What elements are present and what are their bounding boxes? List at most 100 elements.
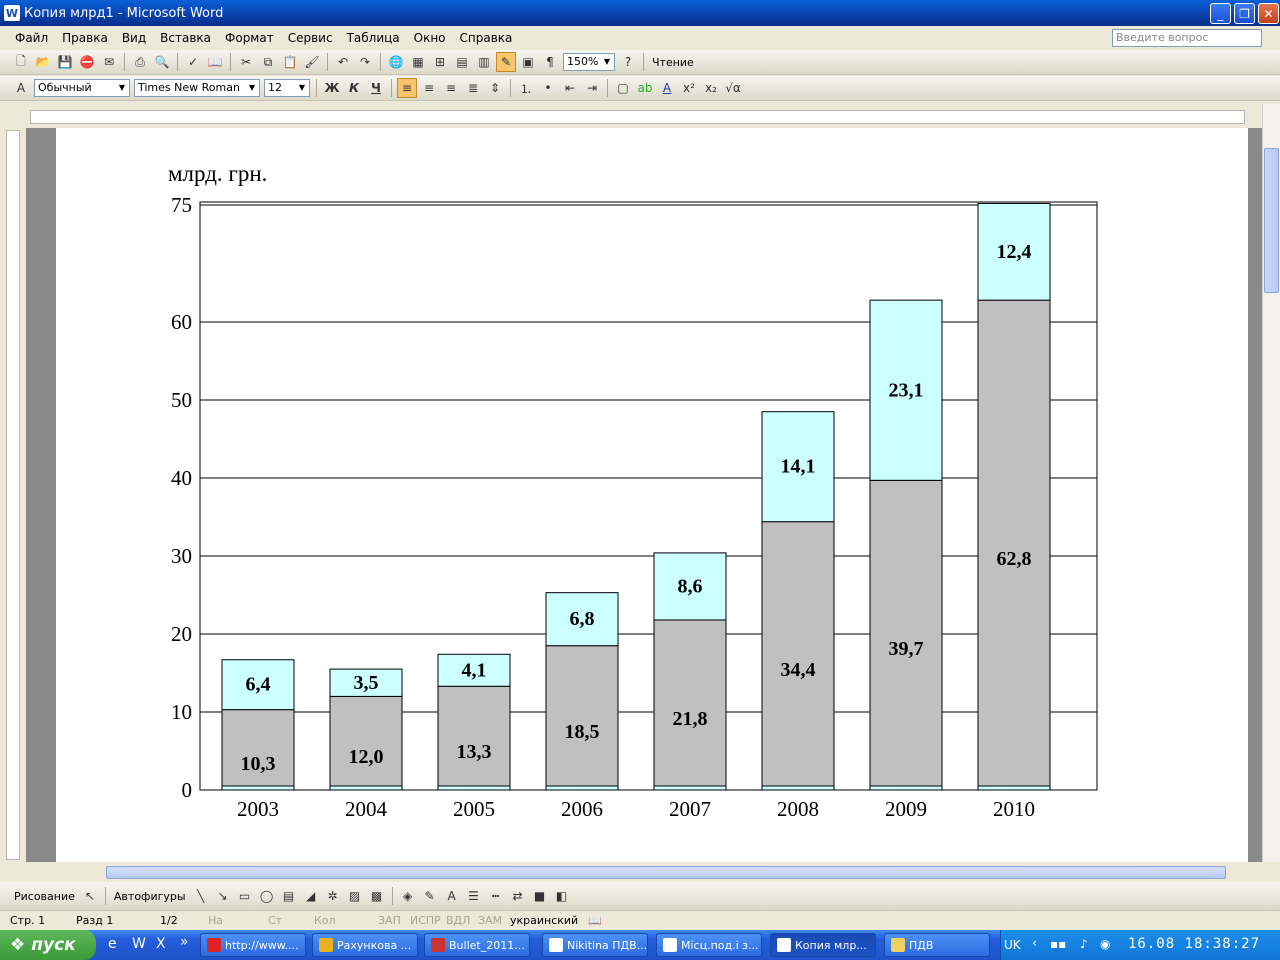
menu-insert[interactable]: Вставка xyxy=(160,30,212,45)
vertical-scrollbar[interactable] xyxy=(1262,104,1280,862)
cut-icon[interactable]: ✂ xyxy=(240,55,252,69)
superscript-icon[interactable]: x² xyxy=(683,81,695,95)
status-rec[interactable]: ЗАП xyxy=(378,914,401,927)
clipart-icon[interactable]: ▨ xyxy=(348,889,361,903)
status-ext[interactable]: ВДЛ xyxy=(446,914,471,927)
horizontal-scroll-thumb[interactable] xyxy=(106,866,1226,879)
hyperlink-icon[interactable]: 🌐 xyxy=(388,55,404,69)
menu-view[interactable]: Вид xyxy=(121,30,147,45)
subscript-icon[interactable]: x₂ xyxy=(705,81,717,95)
rectangle-icon[interactable]: ▭ xyxy=(238,889,251,903)
vertical-scroll-thumb[interactable] xyxy=(1264,148,1279,293)
picture-icon[interactable]: ▩ xyxy=(370,889,383,903)
autoshapes-button[interactable]: Автофигуры xyxy=(113,889,186,903)
justify-icon[interactable]: ≣ xyxy=(467,81,479,95)
document-map-icon[interactable]: ▣ xyxy=(522,55,534,69)
excel-quicklaunch-icon[interactable]: X xyxy=(156,936,166,952)
taskbar-item-word-misc[interactable]: Місц.под.і з... xyxy=(656,933,762,957)
drawing-toggle-icon[interactable]: ✎ xyxy=(496,52,516,72)
font-color-icon[interactable]: A xyxy=(662,81,672,95)
wordart-icon[interactable]: ◢ xyxy=(305,889,316,903)
taskbar-item-word-nikitina[interactable]: Nikitina ПДВ... xyxy=(542,933,648,957)
line-icon[interactable]: ╲ xyxy=(196,889,205,903)
line-color-icon[interactable]: ✎ xyxy=(424,889,435,903)
volume-icon[interactable]: ♪ xyxy=(1080,937,1088,951)
restore-button[interactable]: ❐ xyxy=(1234,3,1255,24)
print-preview-icon[interactable]: 🔍 xyxy=(154,55,170,69)
textbox-icon[interactable]: ▤ xyxy=(282,889,295,903)
bullets-icon[interactable]: • xyxy=(544,81,552,95)
help-icon[interactable]: ? xyxy=(624,55,632,69)
vertical-ruler[interactable] xyxy=(6,130,20,860)
styles-icon[interactable]: A xyxy=(16,81,26,95)
menu-help[interactable]: Справка xyxy=(459,30,513,45)
research-icon[interactable]: 📖 xyxy=(207,55,223,69)
print-icon[interactable]: ⎙ xyxy=(135,54,145,69)
keyboard-language[interactable]: UK xyxy=(1004,938,1021,952)
taskbar-item-chrome[interactable]: Рахункова ... xyxy=(312,933,418,957)
format-painter-icon[interactable]: 🖌 xyxy=(304,55,320,69)
oval-icon[interactable]: ◯ xyxy=(259,889,274,903)
taskbar-item-pdf[interactable]: Bullet_2011... xyxy=(424,933,530,957)
open-icon[interactable]: 📂 xyxy=(35,55,51,69)
select-objects-icon[interactable]: ↖ xyxy=(84,889,95,903)
line-spacing-icon[interactable]: ⇕ xyxy=(489,81,501,95)
ie-quicklaunch-icon[interactable]: e xyxy=(108,936,117,952)
line-style-icon[interactable]: ☰ xyxy=(468,889,479,903)
show-hide-icon[interactable]: ¶ xyxy=(546,55,554,69)
start-button[interactable]: ❖ пуск xyxy=(0,930,96,960)
align-right-icon[interactable]: ≡ xyxy=(445,81,457,95)
tables-borders-icon[interactable]: ▦ xyxy=(412,55,424,69)
underline-button[interactable]: Ч xyxy=(371,81,381,95)
italic-button[interactable]: К xyxy=(349,81,359,95)
status-language[interactable]: украинский xyxy=(510,914,579,927)
equation-icon[interactable]: √α xyxy=(725,81,741,95)
font-size-combo[interactable]: 12 ▼ xyxy=(264,79,310,97)
taskbar-item-word-active[interactable]: Копия млр... xyxy=(770,933,876,957)
menu-tools[interactable]: Сервис xyxy=(287,30,333,45)
ruler-strip[interactable] xyxy=(30,110,1245,124)
bold-button[interactable]: Ж xyxy=(324,81,340,95)
menu-window[interactable]: Окно xyxy=(413,30,446,45)
redo-icon[interactable]: ↷ xyxy=(359,55,371,69)
undo-icon[interactable]: ↶ xyxy=(337,55,349,69)
close-button[interactable]: ✕ xyxy=(1258,3,1279,24)
menu-format[interactable]: Формат xyxy=(225,30,274,45)
numbering-icon[interactable]: ⒈ xyxy=(519,81,532,96)
arrow-style-icon[interactable]: ⇄ xyxy=(512,889,523,903)
network-icon[interactable]: ▪▪ xyxy=(1050,937,1067,951)
insert-table-icon[interactable]: ⊞ xyxy=(434,55,446,69)
font-combo[interactable]: Times New Roman ▼ xyxy=(134,79,260,97)
spelling-status-icon[interactable]: 📖 xyxy=(588,914,602,927)
paste-icon[interactable]: 📋 xyxy=(282,55,298,69)
decrease-indent-icon[interactable]: ⇤ xyxy=(564,81,576,95)
columns-icon[interactable]: ▥ xyxy=(478,55,490,69)
fill-color-icon[interactable]: ◈ xyxy=(402,889,413,903)
tray-expand-icon[interactable]: ‹ xyxy=(1032,936,1038,951)
bar-chart[interactable]: 0 10 20 30 40 50 60 75 млрд. грн. 10,3 6,4 2003 12,0… xyxy=(150,150,1120,830)
align-left-icon[interactable]: ≡ xyxy=(397,78,417,98)
3d-icon[interactable]: ◧ xyxy=(555,889,568,903)
word-quicklaunch-icon[interactable]: W xyxy=(132,936,146,952)
arrow-icon[interactable]: ↘ xyxy=(217,889,228,903)
status-trk[interactable]: ИСПР xyxy=(410,914,441,927)
font-color-draw-icon[interactable]: A xyxy=(447,889,456,903)
security-icon[interactable]: ◉ xyxy=(1100,937,1111,951)
email-icon[interactable]: ✉ xyxy=(103,55,115,69)
ask-question-input[interactable]: Введите вопрос xyxy=(1112,29,1262,47)
taskbar-item-opera[interactable]: http://www.... xyxy=(200,933,306,957)
more-quicklaunch-icon[interactable]: » xyxy=(180,934,189,950)
diagram-icon[interactable]: ✲ xyxy=(327,889,338,903)
increase-indent-icon[interactable]: ⇥ xyxy=(586,81,598,95)
dash-style-icon[interactable]: ┅ xyxy=(491,889,500,903)
menu-edit[interactable]: Правка xyxy=(62,30,108,45)
highlight-icon[interactable]: ab xyxy=(637,81,653,95)
permission-icon[interactable]: ⛔ xyxy=(79,55,95,69)
taskbar-item-folder[interactable]: ПДВ xyxy=(884,933,990,957)
spelling-icon[interactable]: ✓ xyxy=(187,55,199,69)
reading-mode-button[interactable]: Чтение xyxy=(652,55,694,69)
save-icon[interactable]: 💾 xyxy=(57,55,73,69)
insert-excel-icon[interactable]: ▤ xyxy=(456,55,468,69)
new-document-icon[interactable]: 🗋 xyxy=(16,53,26,68)
copy-icon[interactable]: ⧉ xyxy=(263,54,273,69)
